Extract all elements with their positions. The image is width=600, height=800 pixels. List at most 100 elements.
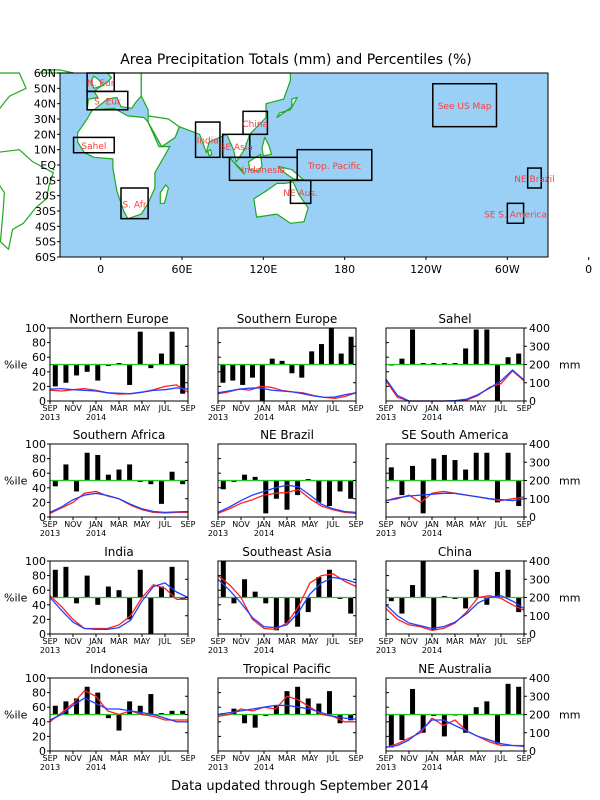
percentile-bar <box>326 480 332 507</box>
normal-line <box>217 484 357 514</box>
month-tick-label: NOV <box>400 754 418 763</box>
map-frame <box>59 72 549 258</box>
month-tick-label: MAY <box>470 754 487 763</box>
mm-tick-label: 300 <box>529 456 550 469</box>
month-tick-label: JAN <box>256 754 271 763</box>
percentile-bar <box>52 705 58 715</box>
percentile-bar <box>273 480 279 499</box>
panel-title: Tropical Pacific <box>242 662 331 676</box>
region-box-sahel <box>72 136 115 154</box>
year-tick-label: 2013 <box>376 763 396 772</box>
pct-axis-label: %ile <box>4 475 28 488</box>
region-box-se-s-america <box>506 202 525 225</box>
month-tick-label: JAN <box>88 404 103 413</box>
month-tick-label: MAY <box>470 404 487 413</box>
lat-label: EQ <box>40 159 56 172</box>
region-box-see-us-map <box>432 82 498 128</box>
percentile-bar <box>169 566 175 598</box>
pct-tick-label: 100 <box>25 438 46 451</box>
month-tick-label: NOV <box>232 637 250 646</box>
percentile-bar <box>473 707 479 715</box>
percentile-bar <box>263 480 269 514</box>
observed-line <box>385 595 525 632</box>
region-label-ne-aus: NE Aus. <box>283 189 318 199</box>
region-box-s-eur <box>86 90 129 111</box>
month-tick-label: JAN <box>424 404 439 413</box>
percentile-bar <box>484 452 490 481</box>
month-tick-label: MAR <box>278 520 296 529</box>
year-tick-label: 2013 <box>40 646 60 655</box>
region-label-sahel: Sahel <box>81 142 106 152</box>
year-tick-label: 2013 <box>208 646 228 655</box>
percentile-bar <box>505 452 511 481</box>
mm-tick-label: 200 <box>529 709 550 722</box>
month-tick-label: MAY <box>302 404 319 413</box>
month-tick-label: SEP <box>517 754 532 763</box>
world-map: 60N 50N 40N 30N 20N 10N EQ 10S 20S 30S 40S 50S 60S 0 6… <box>0 67 592 276</box>
year-tick-label: 2013 <box>208 529 228 538</box>
lon-label: 120W <box>410 263 442 276</box>
mm-tick-label: 400 <box>529 672 550 685</box>
normal-line <box>49 492 189 514</box>
percentile-bar <box>388 714 394 748</box>
panel-title: Northern Europe <box>69 312 168 326</box>
percentile-bar <box>505 569 511 598</box>
panel-se-south-america: SE South America 0 100 200 300 400 mm SEP NOV JAN… <box>376 428 581 538</box>
percentile-bar <box>74 480 80 492</box>
percentile-bar <box>252 476 258 481</box>
month-tick-label: SEP <box>517 520 532 529</box>
lat-label: 40N <box>34 98 56 111</box>
pct-axis-label: %ile <box>4 709 28 722</box>
pct-tick-label: 100 <box>25 322 46 335</box>
mm-tick-label: 100 <box>529 493 550 506</box>
percentile-bar <box>127 464 133 481</box>
month-tick-label: JUL <box>326 754 340 763</box>
percentile-bar <box>105 364 111 366</box>
region-box-india <box>194 121 221 159</box>
lon-label: 60E <box>172 263 193 276</box>
percentile-bar <box>252 714 258 728</box>
percentile-bar <box>452 363 458 365</box>
month-tick-label: MAY <box>134 404 151 413</box>
percentile-bar <box>95 454 101 481</box>
month-tick-label: MAR <box>110 520 128 529</box>
percentile-bar <box>399 597 405 614</box>
month-tick-label: SEP <box>349 637 364 646</box>
percentile-bar <box>494 571 500 598</box>
percentile-bar <box>516 686 522 715</box>
percentile-bar <box>52 364 58 387</box>
percentile-bar <box>319 344 324 365</box>
percentile-bar <box>137 705 143 715</box>
normal-line <box>217 387 357 399</box>
year-tick-label: 2013 <box>208 413 228 422</box>
month-tick-label: SEP <box>43 404 58 413</box>
land-uk <box>90 75 105 89</box>
footer-note: Data updated through September 2014 <box>171 779 429 794</box>
pct-tick-label: 80 <box>32 687 46 700</box>
year-tick-label: 2014 <box>86 646 106 655</box>
percentile-bar <box>305 597 311 613</box>
year-tick-label: 2013 <box>40 529 60 538</box>
month-tick-label: NOV <box>400 637 418 646</box>
percentile-bar <box>116 469 122 481</box>
percentile-bar <box>105 714 111 719</box>
percentile-bar <box>105 586 111 598</box>
percentile-bar <box>295 480 301 496</box>
percentile-bar <box>158 713 164 715</box>
region-box-china <box>242 110 269 136</box>
lat-label: 40S <box>35 220 56 233</box>
percentile-bar <box>231 480 237 482</box>
percentile-bar <box>52 569 58 598</box>
pct-tick-label: 0 <box>39 511 46 524</box>
lat-label: 10N <box>34 144 56 157</box>
percentile-bar <box>305 479 311 481</box>
month-tick-label: SEP <box>181 520 196 529</box>
percentile-bar <box>299 364 305 378</box>
percentile-bar <box>505 683 511 715</box>
